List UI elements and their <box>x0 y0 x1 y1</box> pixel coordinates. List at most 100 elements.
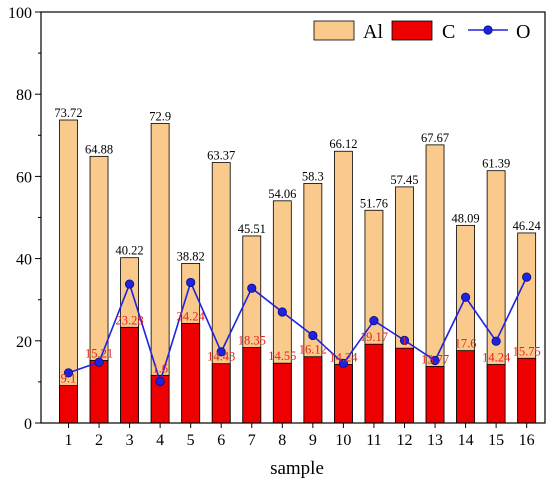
c-data-label: 16.12 <box>299 343 327 357</box>
al-data-label: 73.72 <box>54 106 82 120</box>
y-tick-label: 100 <box>8 5 32 22</box>
c-data-label: 19.17 <box>360 330 388 344</box>
c-bar <box>395 347 414 424</box>
c-data-label: 13.77 <box>421 352 449 366</box>
o-point <box>308 330 318 341</box>
legend: Al C O <box>313 20 530 43</box>
o-point <box>460 292 471 302</box>
o-point <box>124 279 135 289</box>
c-data-label: 14.24 <box>482 350 511 364</box>
c-bar <box>364 343 384 424</box>
y-tick-label: 0 <box>24 416 32 433</box>
x-tick-label: 5 <box>187 432 195 449</box>
x-tick-label: 1 <box>64 432 72 449</box>
c-bar <box>425 366 445 424</box>
c-data-label: 1.6 <box>152 361 168 375</box>
o-point <box>277 307 287 317</box>
legend-al-swatch <box>313 20 355 41</box>
x-tick-label: 4 <box>156 432 164 449</box>
c-data-label: 17.6 <box>455 337 477 351</box>
c-bar <box>120 326 139 424</box>
al-data-label: 72.9 <box>149 109 171 123</box>
legend-o-label: O <box>516 21 530 43</box>
al-data-label: 57.45 <box>390 173 418 187</box>
x-tick-label: 16 <box>519 432 535 449</box>
x-tick-label: 11 <box>366 432 381 449</box>
al-data-label: 51.76 <box>360 196 388 210</box>
o-line <box>68 276 528 385</box>
c-bar <box>211 363 231 424</box>
al-data-label: 38.82 <box>177 249 205 263</box>
c-bar <box>456 350 475 424</box>
o-point <box>399 335 410 345</box>
al-data-label: 67.67 <box>421 131 449 145</box>
legend-al-label: Al <box>363 21 383 43</box>
c-data-label: 23.28 <box>116 313 144 327</box>
x-tick-label: 14 <box>458 432 474 449</box>
o-point <box>216 347 226 357</box>
y-tick-label: 60 <box>16 169 32 186</box>
y-tick-label: 20 <box>16 334 32 351</box>
c-bar <box>303 356 323 424</box>
y-tick-label: 80 <box>16 87 32 104</box>
c-bar <box>517 357 537 424</box>
c-bar <box>272 362 292 424</box>
c-data-label: 15.21 <box>85 346 113 360</box>
c-bar <box>181 322 201 424</box>
o-line-series <box>63 272 532 387</box>
x-tick-label: 15 <box>488 432 504 449</box>
al-data-label: 45.51 <box>238 222 266 236</box>
c-data-label: 15.75 <box>513 344 541 358</box>
c-data-label: 14.55 <box>268 349 296 363</box>
y-tick-label: 40 <box>16 252 32 269</box>
c-bars <box>59 322 537 424</box>
al-data-label: 63.37 <box>207 149 235 163</box>
o-point <box>369 316 379 326</box>
o-point <box>522 272 532 282</box>
al-data-label: 64.88 <box>85 142 113 156</box>
x-tick-label: 9 <box>309 432 317 449</box>
o-point <box>491 336 501 346</box>
x-tick-label: 7 <box>248 432 256 449</box>
x-tick-label: 3 <box>126 432 134 449</box>
al-data-labels: 73.72 64.88 40.22 72.9 38.82 63.37 45.51 54.06 5… <box>54 106 541 263</box>
x-tick-label: 12 <box>396 432 412 449</box>
legend-c-label: C <box>442 21 455 43</box>
x-tick-label: 10 <box>335 432 351 449</box>
c-bar <box>333 364 353 424</box>
o-point <box>186 277 196 288</box>
al-data-label: 46.24 <box>513 219 542 233</box>
x-tick-label: 13 <box>427 432 443 449</box>
legend-o-marker <box>483 25 493 35</box>
al-data-label: 48.09 <box>452 211 480 225</box>
o-point <box>63 368 74 378</box>
x-axis-label: sample <box>270 458 324 479</box>
x-tick-label: 2 <box>95 432 103 449</box>
x-tick-label: 6 <box>217 432 225 449</box>
x-tick-label: 8 <box>278 432 286 449</box>
o-point <box>155 376 165 387</box>
c-bar <box>242 347 262 424</box>
c-bar <box>59 385 78 424</box>
al-data-label: 61.39 <box>482 157 510 171</box>
o-point <box>94 357 104 367</box>
al-data-label: 40.22 <box>116 244 144 258</box>
o-point <box>338 358 348 369</box>
o-point <box>430 355 440 366</box>
c-data-label: 1 <box>401 334 407 348</box>
c-data-label: 24.24 <box>177 309 206 323</box>
o-point <box>247 283 257 293</box>
c-bar <box>486 364 506 424</box>
c-bar <box>89 360 109 424</box>
c-data-label: 14.43 <box>207 350 235 364</box>
al-data-label: 66.12 <box>329 137 357 151</box>
c-data-label: 18.35 <box>238 334 266 348</box>
c-data-label: 14.24 <box>329 350 358 364</box>
al-data-label: 54.06 <box>268 187 296 201</box>
c-data-label: 9.1 <box>61 372 77 386</box>
legend-c-swatch <box>391 20 433 41</box>
al-data-label: 58.3 <box>302 169 324 183</box>
